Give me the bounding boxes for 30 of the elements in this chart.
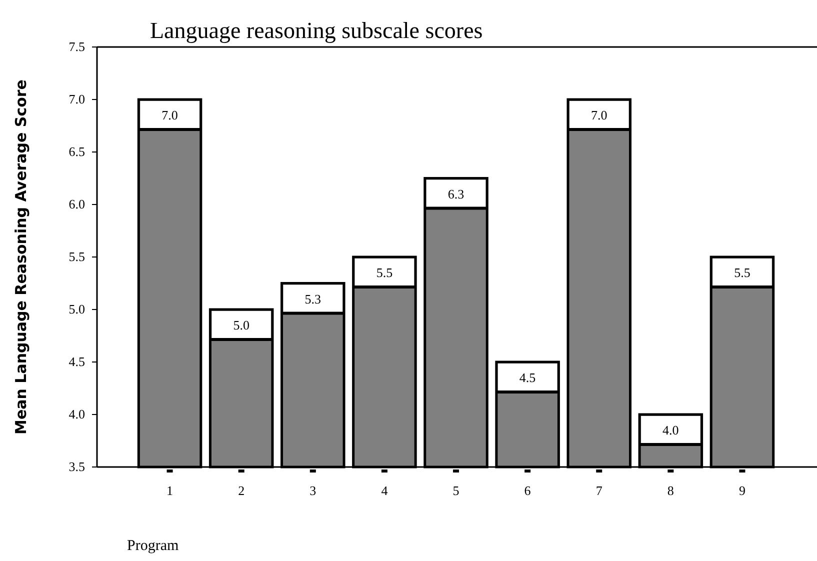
x-tick-label: 1 [166,483,174,498]
data-label: 4.5 [519,370,536,385]
x-tick-label: 4 [381,483,388,498]
data-label: 4.0 [662,422,679,438]
x-axis-title: Program [127,538,179,554]
x-tick-label: 5 [452,483,460,498]
x-tick-label: 2 [238,483,245,498]
y-tick-label: 6.5 [68,144,85,159]
chart-title: Language reasoning subscale scores [150,18,483,43]
data-label: 5.0 [233,318,250,332]
data-label: 5.5 [376,265,393,280]
y-tick-label: 5.0 [68,302,85,316]
y-tick-label: 5.5 [68,249,85,264]
data-label: 5.5 [734,265,750,280]
y-tick-label: 7.5 [68,39,85,54]
y-tick-label: 4.0 [68,406,85,422]
y-tick-label: 7.0 [68,92,85,106]
x-tick-label: 6 [524,483,532,498]
y-tick-label: 6.0 [68,196,85,212]
x-tick-label: 3 [310,483,316,498]
data-label: 7.0 [162,108,178,122]
data-label: 6.3 [448,186,464,202]
y-tick-label: 3.5 [68,459,85,474]
data-label: 5.3 [304,291,322,306]
y-tick-label: 4.5 [68,354,85,369]
x-tick-label: 8 [667,483,674,498]
x-tick-label: 7 [596,483,603,498]
y-axis-title: Mean Language Reasoning Average Score [12,80,30,434]
x-tick-label: 9 [738,483,746,498]
data-label: 7.0 [590,108,608,122]
